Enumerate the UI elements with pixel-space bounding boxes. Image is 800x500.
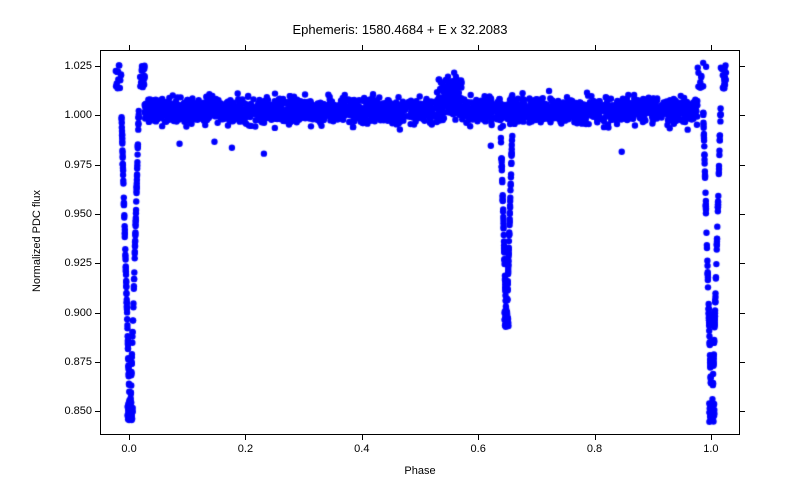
x-tick-label: 0.6	[471, 443, 486, 455]
x-tick-label: 1.0	[703, 443, 718, 455]
x-tick-mark	[129, 435, 130, 440]
x-tick-mark	[478, 435, 479, 440]
y-tick-mark	[740, 362, 745, 363]
y-tick-mark	[740, 411, 745, 412]
x-tick-mark	[478, 45, 479, 50]
y-tick-mark	[740, 313, 745, 314]
y-tick-mark	[95, 263, 100, 264]
x-tick-mark	[362, 435, 363, 440]
y-axis-label: Normalized PDC flux	[31, 171, 43, 311]
y-tick-label: 1.000	[50, 109, 92, 121]
chart-title: Ephemeris: 1580.4684 + E x 32.2083	[0, 22, 800, 37]
x-tick-mark	[711, 45, 712, 50]
x-tick-label: 0.8	[587, 443, 602, 455]
y-tick-label: 0.875	[50, 356, 92, 368]
y-tick-label: 0.850	[50, 405, 92, 417]
y-tick-mark	[95, 313, 100, 314]
y-tick-label: 0.975	[50, 159, 92, 171]
y-tick-mark	[740, 165, 745, 166]
x-tick-mark	[129, 45, 130, 50]
x-axis-label: Phase	[100, 465, 740, 477]
y-tick-mark	[95, 115, 100, 116]
y-tick-mark	[740, 263, 745, 264]
x-tick-mark	[711, 435, 712, 440]
y-tick-mark	[95, 362, 100, 363]
y-tick-label: 0.900	[50, 307, 92, 319]
x-tick-mark	[245, 45, 246, 50]
y-tick-mark	[95, 66, 100, 67]
y-tick-mark	[95, 411, 100, 412]
x-tick-mark	[245, 435, 246, 440]
x-tick-mark	[362, 45, 363, 50]
chart-container: Ephemeris: 1580.4684 + E x 32.2083 Norma…	[0, 0, 800, 500]
scatter-canvas	[101, 51, 741, 436]
y-tick-label: 1.025	[50, 60, 92, 72]
y-tick-mark	[95, 165, 100, 166]
y-tick-label: 0.950	[50, 208, 92, 220]
x-tick-mark	[595, 435, 596, 440]
y-tick-mark	[740, 66, 745, 67]
plot-area	[100, 50, 740, 435]
y-tick-label: 0.925	[50, 257, 92, 269]
y-tick-mark	[95, 214, 100, 215]
y-tick-mark	[740, 214, 745, 215]
x-tick-label: 0.2	[238, 443, 253, 455]
y-tick-mark	[740, 115, 745, 116]
x-tick-mark	[595, 45, 596, 50]
x-tick-label: 0.4	[354, 443, 369, 455]
x-tick-label: 0.0	[121, 443, 136, 455]
